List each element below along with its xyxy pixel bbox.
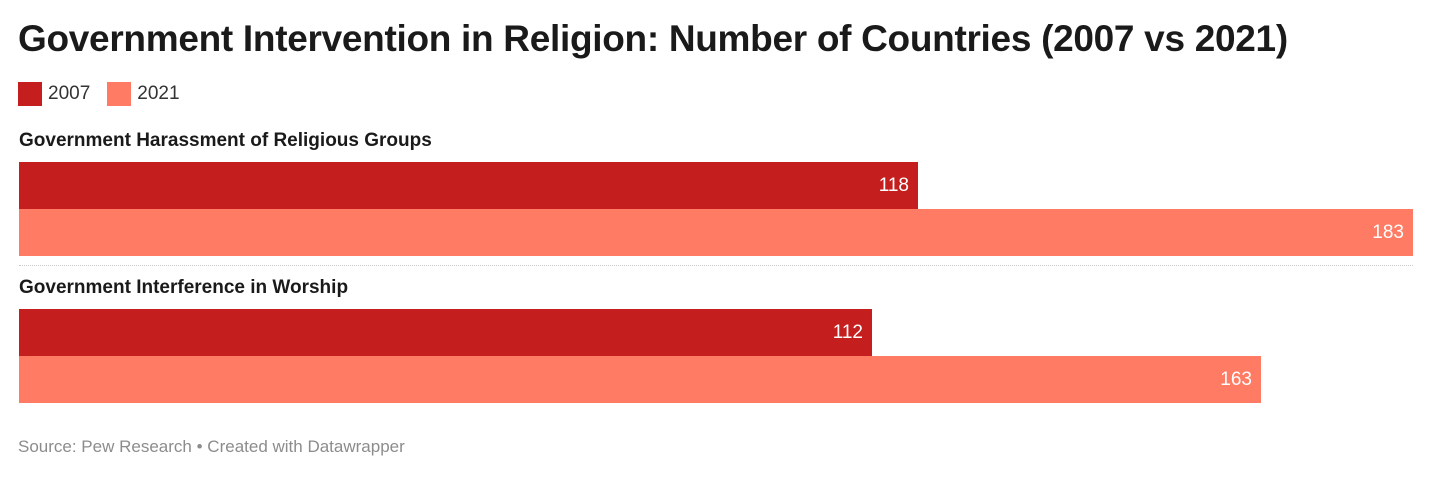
group-label-0: Government Harassment of Religious Group… bbox=[19, 130, 432, 151]
legend-label-2021: 2021 bbox=[137, 83, 180, 104]
legend-item-2021: 2021 bbox=[107, 82, 180, 106]
legend-item-2007: 2007 bbox=[18, 82, 90, 106]
bar-value-label: 118 bbox=[878, 175, 909, 196]
bar-2021-1: 163 bbox=[19, 356, 1261, 403]
legend-swatch-2007 bbox=[18, 82, 42, 106]
source-text: Source: Pew Research bbox=[18, 437, 192, 456]
chart-footer: Source: Pew Research • Created with Data… bbox=[18, 437, 405, 457]
chart-legend: 2007 2021 bbox=[18, 81, 197, 107]
bar-2007-1: 112 bbox=[19, 309, 872, 356]
bar-value-label: 112 bbox=[832, 322, 863, 343]
legend-swatch-2021 bbox=[107, 82, 132, 106]
credit-text: Created with Datawrapper bbox=[207, 437, 405, 456]
legend-label-2007: 2007 bbox=[48, 83, 91, 104]
bar-2021-0: 183 bbox=[19, 209, 1413, 256]
group-separator bbox=[19, 265, 1413, 266]
footer-separator: • bbox=[196, 437, 203, 456]
chart-title: Government Intervention in Religion: Num… bbox=[18, 18, 1288, 59]
bar-value-label: 163 bbox=[1220, 369, 1252, 390]
bar-2007-0: 118 bbox=[19, 162, 918, 209]
bar-value-label: 183 bbox=[1372, 222, 1404, 243]
group-label-1: Government Interference in Worship bbox=[19, 277, 349, 298]
